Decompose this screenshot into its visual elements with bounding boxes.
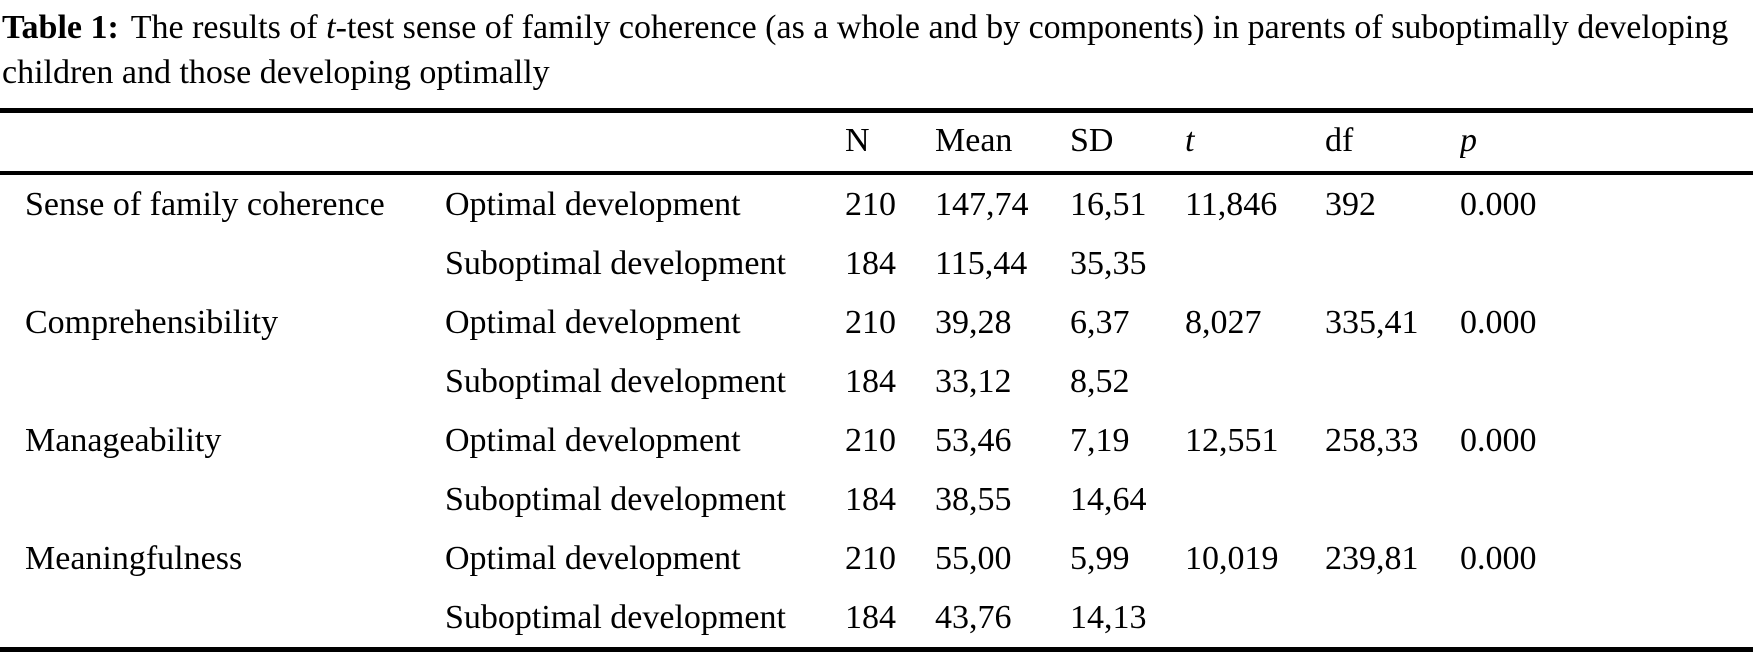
cell-sd: 5,99 [1070, 540, 1130, 577]
cell-n: 184 [845, 481, 896, 518]
table-caption-label: Table 1: [2, 9, 119, 46]
header-condition [445, 111, 845, 174]
cell-t: 11,846 [1185, 186, 1278, 223]
cell-mean: 147,74 [935, 186, 1029, 223]
cell-sd: 35,35 [1070, 245, 1147, 282]
cell-mean: 33,12 [935, 363, 1012, 400]
cell-df [1325, 470, 1460, 529]
cell-sd: 6,37 [1070, 304, 1130, 341]
header-n: N [845, 122, 870, 159]
cell-df [1325, 352, 1460, 411]
cell-t: 10,019 [1185, 540, 1279, 577]
cell-p: 0.000 [1460, 186, 1537, 223]
table-row: Sense of family coherence Optimal develo… [0, 173, 1753, 234]
cell-condition: Optimal development [445, 304, 741, 341]
header-row: N Mean SD t df p [0, 111, 1753, 174]
table-caption-text-before: The results of [130, 9, 327, 46]
cell-mean: 55,00 [935, 540, 1012, 577]
cell-mean: 53,46 [935, 422, 1012, 459]
cell-n: 184 [845, 599, 896, 636]
header-group [0, 111, 445, 174]
cell-n: 210 [845, 186, 896, 223]
cell-t [1185, 352, 1325, 411]
table-caption: Table 1: The results of t-test sense of f… [0, 0, 1753, 95]
cell-mean: 39,28 [935, 304, 1012, 341]
cell-p [1460, 234, 1753, 293]
cell-sd: 7,19 [1070, 422, 1130, 459]
cell-p: 0.000 [1460, 304, 1537, 341]
cell-t [1185, 234, 1325, 293]
cell-condition: Optimal development [445, 186, 741, 223]
table-row: Suboptimal development 184 115,44 35,35 [0, 234, 1753, 293]
cell-sd: 14,64 [1070, 481, 1147, 518]
t-test-results-table: N Mean SD t df p Sense of family coheren… [0, 108, 1753, 652]
table-row: Suboptimal development 184 33,12 8,52 [0, 352, 1753, 411]
cell-p [1460, 352, 1753, 411]
cell-group: Manageability [25, 422, 222, 459]
cell-df: 258,33 [1325, 422, 1419, 459]
header-t: t [1185, 122, 1195, 159]
cell-condition: Optimal development [445, 422, 741, 459]
cell-mean: 115,44 [935, 245, 1028, 282]
cell-mean: 43,76 [935, 599, 1012, 636]
cell-condition: Suboptimal development [445, 481, 786, 518]
cell-n: 184 [845, 363, 896, 400]
cell-df: 239,81 [1325, 540, 1419, 577]
cell-n: 184 [845, 245, 896, 282]
cell-df: 335,41 [1325, 304, 1419, 341]
header-mean: Mean [935, 122, 1013, 159]
header-sd: SD [1070, 122, 1114, 159]
table-row: Suboptimal development 184 38,55 14,64 [0, 470, 1753, 529]
cell-df: 392 [1325, 186, 1376, 223]
table-row: Suboptimal development 184 43,76 14,13 [0, 588, 1753, 650]
cell-group [0, 588, 445, 650]
table-caption-t-italic: t [326, 9, 336, 46]
cell-sd: 14,13 [1070, 599, 1147, 636]
cell-group: Sense of family coherence [25, 186, 385, 223]
cell-df [1325, 588, 1460, 650]
cell-p: 0.000 [1460, 422, 1537, 459]
cell-condition: Suboptimal development [445, 363, 786, 400]
cell-condition: Optimal development [445, 540, 741, 577]
cell-t [1185, 470, 1325, 529]
table-caption-text-after: -test sense of family coherence (as a wh… [2, 9, 1729, 91]
cell-sd: 8,52 [1070, 363, 1130, 400]
cell-group [0, 234, 445, 293]
cell-p: 0.000 [1460, 540, 1537, 577]
table-row: Manageability Optimal development 210 53… [0, 411, 1753, 470]
cell-p [1460, 470, 1753, 529]
cell-condition: Suboptimal development [445, 245, 786, 282]
cell-n: 210 [845, 540, 896, 577]
header-df: df [1325, 122, 1354, 159]
cell-group [0, 470, 445, 529]
table-row: Meaningfulness Optimal development 210 5… [0, 529, 1753, 588]
cell-p [1460, 588, 1753, 650]
cell-df [1325, 234, 1460, 293]
cell-mean: 38,55 [935, 481, 1012, 518]
cell-t: 8,027 [1185, 304, 1262, 341]
header-p: p [1460, 122, 1477, 159]
cell-t [1185, 588, 1325, 650]
cell-group: Meaningfulness [25, 540, 243, 577]
cell-n: 210 [845, 422, 896, 459]
cell-n: 210 [845, 304, 896, 341]
cell-group: Comprehensibility [25, 304, 279, 341]
table-row: Comprehensibility Optimal development 21… [0, 293, 1753, 352]
cell-group [0, 352, 445, 411]
cell-condition: Suboptimal development [445, 599, 786, 636]
cell-t: 12,551 [1185, 422, 1279, 459]
cell-sd: 16,51 [1070, 186, 1147, 223]
